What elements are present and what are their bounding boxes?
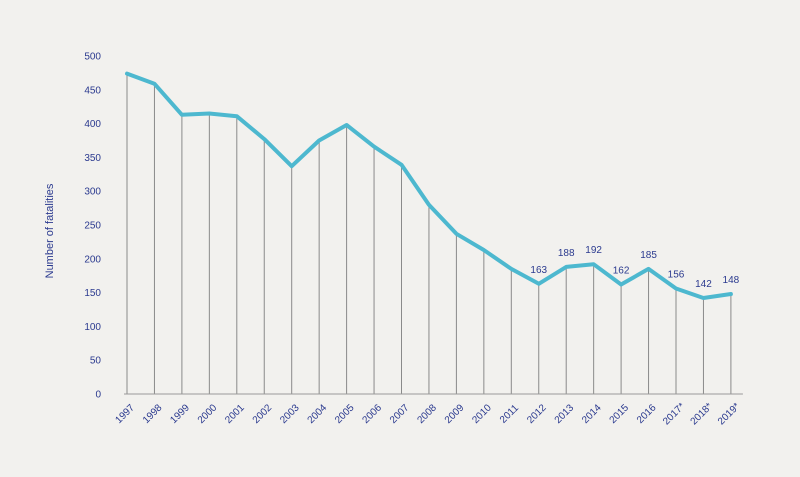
y-tick-label-250: 250	[84, 221, 101, 232]
y-tick-label-400: 400	[84, 119, 101, 130]
data-label-2014: 192	[585, 245, 602, 256]
data-label-2019: 148	[723, 275, 740, 286]
y-tick-label-150: 150	[84, 288, 101, 299]
y-axis-title: Number of fatalities	[44, 183, 56, 278]
data-label-2015: 162	[613, 265, 630, 276]
data-label-2016: 185	[640, 250, 657, 261]
drop-lines	[126, 73, 732, 394]
y-tick-label-500: 500	[84, 52, 101, 63]
y-tick-label-200: 200	[84, 254, 101, 265]
data-label-2013: 188	[558, 248, 575, 259]
series-line-fatalities	[125, 71, 733, 300]
y-tick-label-100: 100	[84, 322, 101, 333]
y-tick-label-300: 300	[84, 187, 101, 198]
y-tick-label-50: 50	[90, 356, 102, 367]
data-label-2017: 156	[668, 270, 685, 281]
data-labels: 163 188 192 162 185 156 142 148	[530, 245, 739, 290]
data-label-2018: 142	[695, 279, 712, 290]
y-tick-label-450: 450	[84, 85, 101, 96]
y-tick-label-0: 0	[95, 390, 101, 401]
data-label-2012: 163	[530, 265, 547, 276]
y-axis-ticks: 0 50 100 150 200 250 300 350 400 450 500	[84, 52, 101, 401]
y-tick-label-350: 350	[84, 153, 101, 164]
